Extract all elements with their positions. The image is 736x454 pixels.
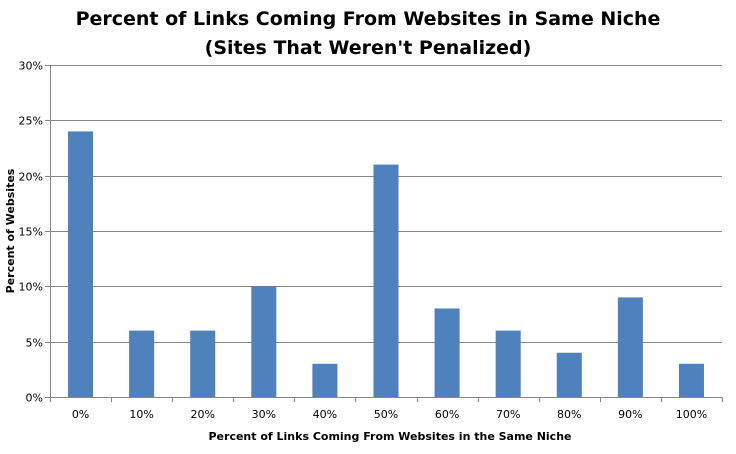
chart-subtitle: (Sites That Weren't Penalized) bbox=[205, 37, 532, 59]
bar-80pct bbox=[556, 352, 582, 397]
x-tick-label: 0% bbox=[72, 408, 89, 421]
x-tick-label: 20% bbox=[191, 408, 215, 421]
y-tick-label: 10% bbox=[19, 281, 43, 294]
bar-20pct bbox=[190, 330, 216, 397]
x-tick-label: 50% bbox=[374, 408, 398, 421]
y-tick-label: 5% bbox=[26, 337, 43, 350]
x-tick-label: 40% bbox=[313, 408, 337, 421]
bar-70pct bbox=[495, 330, 521, 397]
x-tick-label: 90% bbox=[618, 408, 642, 421]
x-tick-label: 70% bbox=[496, 408, 520, 421]
x-tick-label: 60% bbox=[435, 408, 459, 421]
x-tick-labels: 0% 10% 20% 30% 40% 50% 60% 70% 80% 90% 100% bbox=[72, 408, 707, 421]
y-tick-label: 20% bbox=[19, 171, 43, 184]
x-tick-label: 10% bbox=[129, 408, 153, 421]
bar-90pct bbox=[617, 297, 643, 397]
y-tick-labels: 0% 5% 10% 15% 20% 25% 30% bbox=[19, 60, 43, 405]
bar-30pct bbox=[251, 286, 277, 397]
chart-title: Percent of Links Coming From Websites in… bbox=[76, 8, 661, 30]
bars bbox=[68, 131, 704, 397]
bar-50pct bbox=[373, 164, 399, 397]
x-tick-label: 30% bbox=[252, 408, 276, 421]
y-tick-label: 0% bbox=[26, 392, 43, 405]
x-tick-label: 80% bbox=[557, 408, 581, 421]
bar-100pct bbox=[678, 363, 704, 397]
bar-10pct bbox=[129, 330, 155, 397]
bar-0pct bbox=[68, 131, 94, 397]
x-axis-label: Percent of Links Coming From Websites in… bbox=[209, 430, 572, 443]
axes bbox=[45, 65, 723, 402]
y-axis-label: Percent of Websites bbox=[4, 168, 17, 293]
y-tick-label: 15% bbox=[19, 226, 43, 239]
y-tick-label: 30% bbox=[19, 60, 43, 73]
bar-40pct bbox=[312, 363, 338, 397]
bar-60pct bbox=[434, 308, 460, 397]
x-tick-label: 100% bbox=[676, 408, 707, 421]
y-tick-label: 25% bbox=[19, 115, 43, 128]
